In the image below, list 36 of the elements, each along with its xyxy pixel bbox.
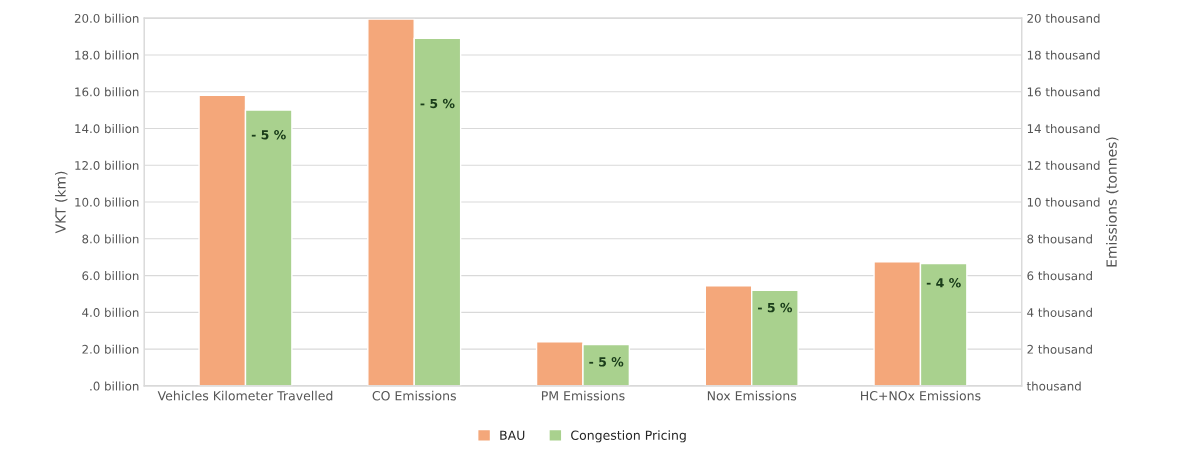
y2-tick-label: 4 thousand [1027, 307, 1092, 318]
y2-axis-title: Emissions (tonnes) [1106, 137, 1119, 267]
y-tick-label: 18.0 billion [75, 50, 139, 60]
annotation: - 5 % [589, 357, 624, 367]
y2-tick-label: 8 thousand [1027, 234, 1092, 244]
y2-tick-label: 20 thousand [1027, 13, 1100, 23]
y-tick-label: 2.0 billion [82, 344, 139, 354]
y-tick-label: 16.0 billion [75, 87, 139, 97]
y2-tick-label: 12 thousand [1027, 160, 1100, 170]
y-axis-title: VKT (km) [55, 171, 68, 234]
x-tick-label: Nox Emissions [707, 390, 797, 401]
y2-tick-label: 18 thousand [1027, 50, 1100, 60]
y-tick-label: 14.0 billion [75, 124, 139, 134]
y-tick-label: 12.0 billion [75, 160, 139, 170]
y2-tick-label: 14 thousand [1027, 124, 1100, 134]
y-tick-label: .0 billion [90, 381, 139, 391]
y2-tick-label: 10 thousand [1027, 197, 1100, 207]
y-tick-label: 6.0 billion [82, 271, 139, 281]
annotation: - 4 % [926, 278, 961, 288]
annotation: - 5 % [251, 130, 286, 140]
y-tick-label: 4.0 billion [82, 307, 139, 318]
y2-tick-label: 6 thousand [1027, 271, 1092, 281]
x-tick-label: HC+NOx Emissions [861, 390, 981, 401]
y2-tick-label: thousand [1026, 381, 1081, 391]
x-tick-label: Vehicles Kilometer Travelled [157, 390, 333, 401]
y-tick-label: 8.0 billion [82, 234, 139, 244]
y-tick-label: 10.0 billion [75, 197, 139, 207]
legend-label: Congestion Pricing [571, 430, 686, 443]
y2-tick-label: 2 thousand [1027, 344, 1092, 354]
legend-label: BAU [500, 430, 525, 440]
x-tick-label: CO Emissions [372, 390, 456, 401]
annotation: - 5 % [420, 98, 455, 109]
x-tick-label: PM Emissions [541, 390, 625, 401]
y2-tick-label: 16 thousand [1027, 87, 1100, 97]
y-tick-label: 20.0 billion [74, 13, 139, 23]
annotation: - 5 % [758, 302, 793, 313]
